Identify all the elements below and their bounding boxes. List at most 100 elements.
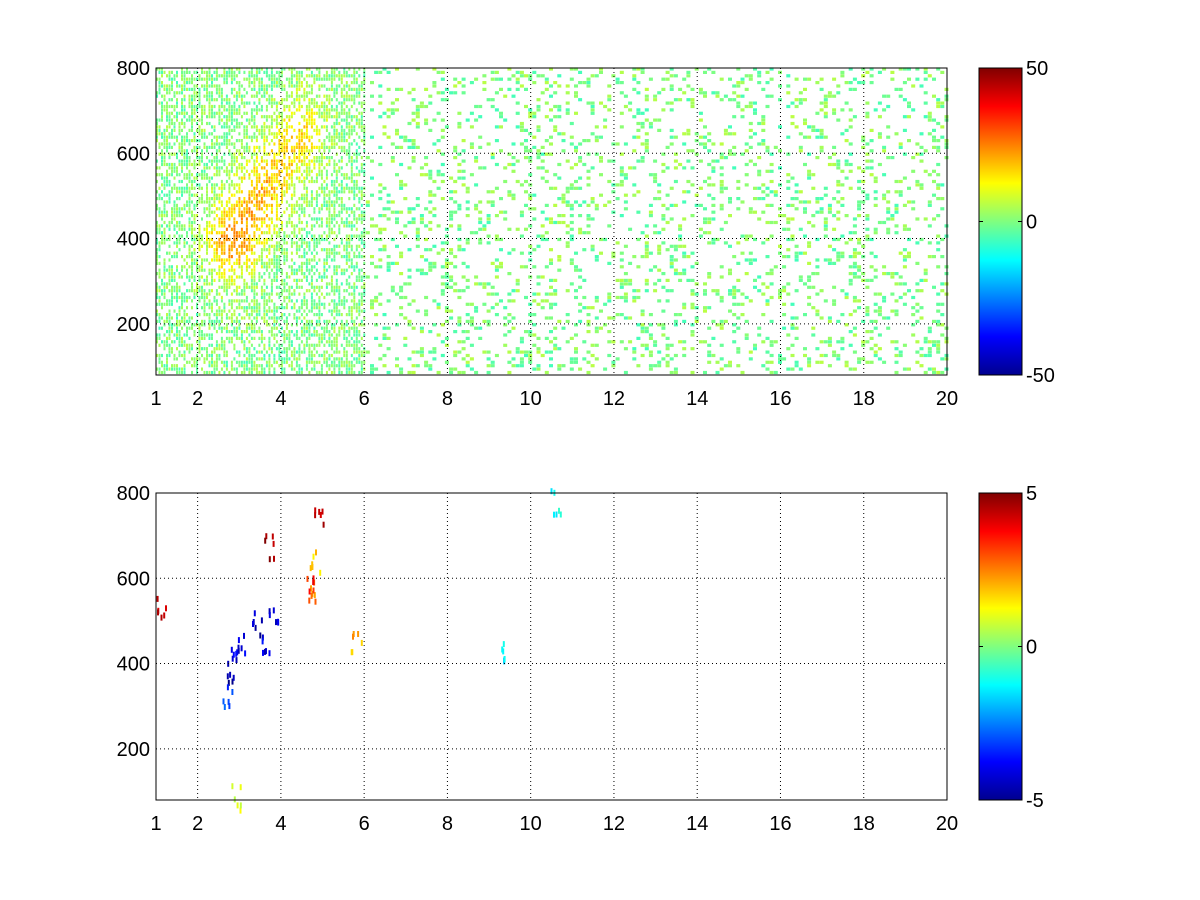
top-heatmap-cell	[290, 323, 293, 327]
top-heatmap-cell	[469, 81, 474, 85]
top-heatmap-cell	[288, 166, 291, 170]
top-heatmap-cell	[211, 268, 213, 272]
top-heatmap-cell	[333, 370, 336, 375]
top-heatmap-cell	[515, 282, 520, 286]
top-heatmap-cell	[215, 360, 218, 364]
top-heatmap-cell	[263, 115, 266, 119]
top-heatmap-cell	[295, 350, 298, 354]
top-heatmap-cell	[248, 326, 251, 330]
top-heatmap-cell	[253, 323, 256, 327]
top-heatmap-cell	[191, 149, 193, 153]
top-heatmap-cell	[544, 299, 549, 303]
top-heatmap-cell	[350, 186, 353, 190]
top-heatmap-cell	[203, 128, 206, 132]
top-heatmap-cell	[178, 285, 181, 289]
top-heatmap-cell	[343, 336, 346, 340]
top-heatmap-cell	[338, 292, 341, 296]
top-heatmap-cell	[395, 357, 399, 361]
top-heatmap-cell	[235, 306, 238, 310]
top-heatmap-cell	[176, 169, 178, 173]
top-heatmap-cell	[298, 101, 301, 105]
top-heatmap-cell	[193, 237, 196, 242]
top-heatmap-cell	[191, 183, 193, 187]
top-heatmap-cell	[360, 299, 363, 303]
top-heatmap-cell	[313, 104, 316, 109]
top-heatmap-cell	[320, 302, 323, 306]
top-heatmap-cell	[310, 292, 313, 296]
top-heatmap-cell	[323, 326, 326, 330]
top-heatmap-cell	[225, 74, 228, 78]
top-heatmap-cell	[206, 162, 208, 167]
top-heatmap-cell	[298, 265, 301, 269]
top-heatmap-cell	[494, 258, 499, 262]
top-heatmap-cell	[415, 108, 420, 112]
top-heatmap-cell	[374, 295, 379, 300]
top-heatmap-cell	[183, 121, 186, 126]
top-heatmap-cell	[360, 115, 363, 119]
top-heatmap-cell	[225, 350, 228, 354]
top-heatmap-cell	[171, 347, 173, 351]
top-heatmap-cell	[407, 139, 412, 143]
top-heatmap-cell	[220, 272, 223, 276]
top-heatmap-cell	[328, 207, 331, 211]
top-heatmap-cell	[290, 84, 293, 88]
top-heatmap-cell	[340, 101, 343, 105]
top-heatmap-cell	[330, 214, 333, 218]
top-heatmap-cell	[310, 101, 313, 105]
top-heatmap-cell	[557, 258, 562, 262]
top-heatmap-cell	[201, 323, 203, 327]
top-heatmap-cell	[280, 268, 283, 272]
top-heatmap-cell	[333, 343, 336, 347]
top-heatmap-cell	[278, 111, 281, 115]
top-heatmap-cell	[186, 186, 188, 190]
top-heatmap-cell	[348, 220, 351, 225]
top-heatmap-cell	[340, 132, 343, 136]
top-heatmap-cell	[561, 197, 566, 201]
top-heatmap-cell	[181, 190, 183, 194]
top-heatmap-cell	[399, 186, 404, 190]
top-heatmap-cell	[270, 203, 273, 207]
top-heatmap-cell	[273, 77, 276, 81]
top-heatmap-cell	[358, 84, 361, 88]
top-heatmap-cell	[345, 360, 348, 364]
top-heatmap-cell	[532, 145, 537, 149]
top-heatmap-cell	[220, 98, 223, 102]
top-heatmap-cell	[263, 347, 266, 351]
top-heatmap-cell	[171, 186, 173, 190]
top-heatmap-cell	[283, 104, 286, 109]
top-heatmap-cell	[213, 364, 216, 368]
top-heatmap-cell	[355, 159, 358, 163]
top-heatmap-cell	[305, 135, 308, 139]
top-heatmap-cell	[333, 142, 336, 146]
top-heatmap-cell	[490, 190, 495, 194]
top-heatmap-cell	[280, 343, 283, 347]
top-heatmap-cell	[215, 244, 218, 248]
top-heatmap-cell	[181, 265, 183, 269]
top-heatmap-cell	[490, 364, 495, 368]
top-heatmap-cell	[186, 87, 188, 91]
top-heatmap-cell	[168, 227, 171, 231]
top-heatmap-cell	[265, 84, 268, 88]
top-heatmap-cell	[308, 200, 311, 204]
top-heatmap-cell	[163, 323, 166, 327]
top-heatmap-cell	[265, 302, 268, 306]
top-heatmap-cell	[353, 340, 356, 344]
top-heatmap-cell	[490, 360, 495, 364]
top-heatmap-cell	[186, 81, 188, 85]
top-heatmap-cell	[403, 343, 408, 347]
top-heatmap-cell	[230, 244, 233, 248]
top-heatmap-cell	[318, 272, 321, 276]
top-heatmap-cell	[273, 272, 276, 276]
top-heatmap-cell	[338, 135, 341, 139]
top-heatmap-cell	[382, 132, 387, 136]
top-heatmap-cell	[280, 81, 283, 85]
top-heatmap-cell	[355, 81, 358, 85]
top-heatmap-cell	[428, 364, 433, 368]
top-heatmap-cell	[253, 217, 256, 221]
top-heatmap-cell	[238, 210, 241, 214]
top-heatmap-cell	[265, 74, 268, 78]
top-heatmap-cell	[158, 193, 161, 197]
top-heatmap-cell	[288, 118, 291, 122]
top-heatmap-cell	[235, 190, 238, 194]
top-heatmap-cell	[198, 91, 201, 95]
